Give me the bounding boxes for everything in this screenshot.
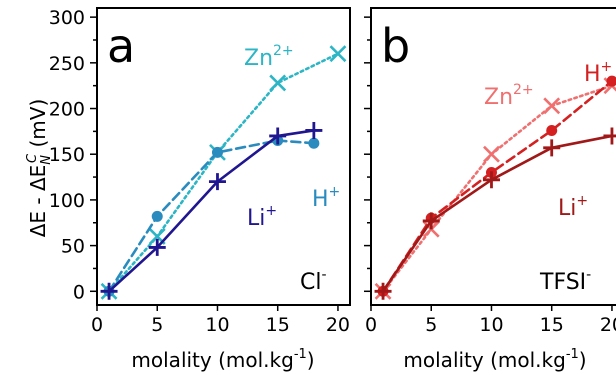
y-axis-title-sup: C (25, 153, 40, 163)
panel-a-anion-sup: - (321, 267, 326, 283)
panel-b-point-1-3 (546, 124, 558, 136)
panel-a-y-tick-label: 150 (49, 144, 85, 166)
panel-a-series-label-zn: Zn2+ (244, 43, 294, 71)
panel-a-anion: Cl- (300, 267, 327, 295)
panel-b-x-axis-title: molality (mol.kg-1) (403, 347, 586, 372)
panel-a-y-tick-label: 200 (49, 99, 85, 121)
panel-a-point-2-2 (208, 173, 226, 191)
panel-b-letter: b (381, 19, 410, 73)
panel-b-anion-main: TFSI (539, 270, 586, 295)
panel-b-x-tick-label: 5 (425, 314, 437, 336)
panel-b-x-tick-label: 15 (540, 314, 564, 336)
panel-b-x-tick-label: 20 (600, 314, 616, 336)
panel-a-y-tick-label: 50 (61, 236, 85, 258)
panel-b-series-line-1 (381, 79, 614, 293)
panel-a-point-2-0 (100, 282, 118, 300)
y-axis-title-main: ΔE - ΔE (26, 165, 50, 238)
panel-a-x-tick-label: 15 (266, 314, 290, 336)
panel-b-point-2-3 (543, 139, 561, 157)
panel-a-frame (96, 7, 351, 306)
panel-b-point-2-0 (374, 282, 392, 300)
panel-b-anion: TFSI- (539, 267, 591, 295)
panel-b-point-2-1 (422, 212, 440, 230)
panel-a-y-tick-label: 250 (49, 53, 85, 75)
panel-b-point-2-4 (603, 127, 616, 145)
panel-a-series-line-0 (107, 52, 340, 293)
panel-a-point-1-2 (211, 146, 223, 158)
x-axis-title-main: molality (mol.kg (131, 348, 293, 372)
panel-a-point-2-3 (269, 127, 287, 145)
panel-a-point-0-3 (269, 74, 287, 92)
panel-b: 0 5 10 15 20 b TFSI- molality (mol.kg-1) Zn2… (364, 7, 616, 372)
panel-a-series-line-1 (107, 139, 316, 293)
panel-a-point-2-4 (305, 121, 323, 139)
panel-a-series-line-2 (107, 129, 316, 293)
panel-a-series-label-li: Li+ (247, 203, 277, 231)
panel-b-series-label-li: Li+ (558, 193, 588, 221)
panel-b-point-0-2 (483, 145, 500, 163)
panel-b-point-0-3 (543, 97, 561, 115)
panel-a-point-1-4 (308, 137, 320, 149)
panel-b-marks: 0 5 10 15 20 (364, 16, 616, 336)
panel-a-point-0-4 (329, 45, 347, 63)
panel-a-x-tick-label: 10 (205, 314, 229, 336)
panel-a-x-tick-label: 20 (326, 314, 350, 336)
y-axis-title-unit: (mV) (26, 99, 50, 154)
panel-b-point-2-2 (482, 171, 500, 189)
panel-b-x-tick-label: 0 (365, 314, 377, 336)
panel-a-point-2-1 (148, 238, 166, 256)
panel-b-frame (370, 7, 616, 306)
panel-a-y-tick-label: 0 (73, 281, 85, 303)
panel-b-anion-sup: - (586, 267, 591, 283)
y-axis-title: ΔE - ΔENC (mV) (25, 99, 54, 238)
y-axis-title-sub: N (39, 155, 54, 165)
panel-a-x-axis-title: molality (mol.kg-1) (131, 347, 314, 372)
panel-b-series-label-h: H+ (584, 59, 612, 87)
panel-b-series-line-0 (381, 84, 614, 293)
panel-a-letter: a (107, 19, 135, 73)
x-axis-title-close: ) (307, 348, 315, 372)
panel-a-y-tick-label: 300 (49, 7, 85, 29)
x-axis-title-sup: -1 (294, 347, 307, 362)
panel-a-x-tick-label: 5 (151, 314, 163, 336)
panel-a-y-tick-label: 100 (49, 190, 85, 212)
panel-a-point-1-1 (151, 210, 163, 222)
panel-a-anion-main: Cl (300, 270, 321, 295)
panel-b-point-1-4 (606, 75, 616, 87)
panel-a-x-tick-label: 0 (91, 314, 103, 336)
panel-b-series-label-zn: Zn2+ (484, 82, 534, 110)
panel-b-x-tick-label: 10 (479, 314, 503, 336)
panel-a-series-label-h: H+ (312, 184, 340, 212)
